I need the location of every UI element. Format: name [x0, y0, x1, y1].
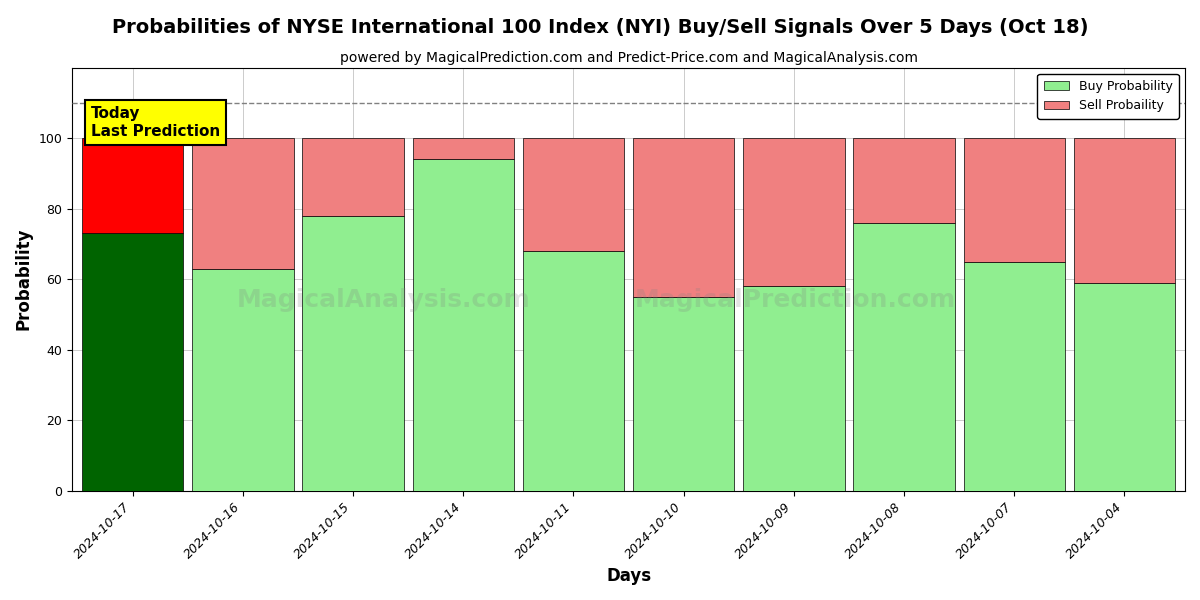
Y-axis label: Probability: Probability	[16, 228, 34, 331]
Bar	[413, 159, 514, 491]
Bar	[82, 138, 184, 233]
Bar	[302, 138, 404, 216]
Text: Probabilities of NYSE International 100 Index (NYI) Buy/Sell Signals Over 5 Days: Probabilities of NYSE International 100 …	[112, 18, 1088, 37]
Bar	[964, 262, 1064, 491]
Title: powered by MagicalPrediction.com and Predict-Price.com and MagicalAnalysis.com: powered by MagicalPrediction.com and Pre…	[340, 51, 918, 65]
Bar	[413, 138, 514, 159]
Bar	[523, 138, 624, 251]
Bar	[743, 286, 845, 491]
Bar	[82, 233, 184, 491]
X-axis label: Days: Days	[606, 567, 652, 585]
Bar	[743, 138, 845, 286]
Bar	[302, 216, 404, 491]
Bar	[192, 269, 294, 491]
Bar	[192, 138, 294, 269]
Bar	[1074, 138, 1175, 283]
Text: MagicalPrediction.com: MagicalPrediction.com	[635, 289, 956, 313]
Bar	[853, 138, 955, 223]
Legend: Buy Probability, Sell Probaility: Buy Probability, Sell Probaility	[1037, 74, 1178, 119]
Bar	[964, 138, 1064, 262]
Text: MagicalAnalysis.com: MagicalAnalysis.com	[236, 289, 530, 313]
Text: Today
Last Prediction: Today Last Prediction	[91, 106, 220, 139]
Bar	[632, 297, 734, 491]
Bar	[632, 138, 734, 297]
Bar	[1074, 283, 1175, 491]
Bar	[523, 251, 624, 491]
Bar	[853, 223, 955, 491]
